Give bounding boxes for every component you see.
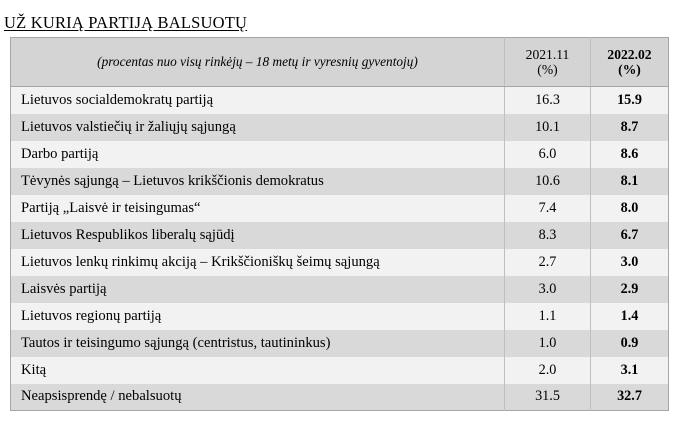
party-name-cell: Kitą <box>10 356 505 384</box>
table-row: Lietuvos socialdemokratų partiją 16.3 15.9 <box>10 86 669 114</box>
value-2022-02-cell: 32.7 <box>590 383 669 411</box>
table-header-row: (procentas nuo visų rinkėjų – 18 metų ir… <box>10 37 669 87</box>
value-2021-11-cell: 10.6 <box>504 167 591 195</box>
value-2021-11-cell: 2.0 <box>504 356 591 384</box>
party-name-cell: Lietuvos Respublikos liberalų sąjūdį <box>10 221 505 249</box>
table-row: Partiją „Laisvė ir teisingumas“ 7.4 8.0 <box>10 194 669 222</box>
value-2022-02-cell: 8.7 <box>590 113 669 141</box>
party-name-cell: Lietuvos lenkų rinkimų akciją – Krikščio… <box>10 248 505 276</box>
table-row: Tautos ir teisingumo sąjungą (centristus… <box>10 329 669 357</box>
value-2022-02-cell: 2.9 <box>590 275 669 303</box>
value-2022-02-cell: 8.1 <box>590 167 669 195</box>
value-2022-02-cell: 8.0 <box>590 194 669 222</box>
value-2022-02-cell: 3.0 <box>590 248 669 276</box>
table-row: Lietuvos Respublikos liberalų sąjūdį 8.3 6… <box>10 221 669 249</box>
table-row: Tėvynės sąjungą – Lietuvos krikščionis d… <box>10 167 669 195</box>
value-2022-02-cell: 6.7 <box>590 221 669 249</box>
value-2021-11-cell: 3.0 <box>504 275 591 303</box>
table-row: Kitą 2.0 3.1 <box>10 356 669 384</box>
value-2021-11-cell: 31.5 <box>504 383 591 411</box>
party-vote-table: (procentas nuo visų rinkėjų – 18 metų ir… <box>10 37 669 411</box>
party-name-cell: Lietuvos socialdemokratų partiją <box>10 86 505 114</box>
party-name-cell: Tėvynės sąjungą – Lietuvos krikščionis d… <box>10 167 505 195</box>
value-2021-11-cell: 8.3 <box>504 221 591 249</box>
value-2021-11-cell: 10.1 <box>504 113 591 141</box>
value-2022-02-cell: 8.6 <box>590 140 669 168</box>
table-row: Lietuvos regionų partiją 1.1 1.4 <box>10 302 669 330</box>
value-2021-11-cell: 1.0 <box>504 329 591 357</box>
value-2022-02-cell: 3.1 <box>590 356 669 384</box>
column-header-party-note: (procentas nuo visų rinkėjų – 18 metų ir… <box>10 37 505 87</box>
table-header: (procentas nuo visų rinkėjų – 18 metų ir… <box>10 37 669 87</box>
party-name-cell: Laisvės partiją <box>10 275 505 303</box>
value-2021-11-cell: 2.7 <box>504 248 591 276</box>
value-2022-02-cell: 15.9 <box>590 86 669 114</box>
party-name-cell: Lietuvos valstiečių ir žaliųjų sąjungą <box>10 113 505 141</box>
page-title: UŽ KURIĄ PARTIJĄ BALSUOTŲ <box>4 13 248 33</box>
column-header-2022-02-date: 2022.02 <box>607 46 652 62</box>
value-2021-11-cell: 16.3 <box>504 86 591 114</box>
column-header-2021-11: 2021.11 (%) <box>504 37 591 87</box>
table-row: Laisvės partiją 3.0 2.9 <box>10 275 669 303</box>
table-row: Lietuvos valstiečių ir žaliųjų sąjungą 10… <box>10 113 669 141</box>
value-2021-11-cell: 1.1 <box>504 302 591 330</box>
value-2021-11-cell: 7.4 <box>504 194 591 222</box>
column-header-2021-11-unit: (%) <box>537 62 558 77</box>
party-name-cell: Neapsisprendę / nebalsuotų <box>10 383 505 411</box>
table-row: Neapsisprendę / nebalsuotų 31.5 32.7 <box>10 383 669 411</box>
table-row: Darbo partiją 6.0 8.6 <box>10 140 669 168</box>
column-header-2022-02-unit: (%) <box>618 62 641 77</box>
column-header-2021-11-date: 2021.11 <box>525 46 570 62</box>
table-row: Lietuvos lenkų rinkimų akciją – Krikščio… <box>10 248 669 276</box>
party-name-cell: Lietuvos regionų partiją <box>10 302 505 330</box>
party-name-cell: Tautos ir teisingumo sąjungą (centristus… <box>10 329 505 357</box>
party-name-cell: Darbo partiją <box>10 140 505 168</box>
value-2022-02-cell: 0.9 <box>590 329 669 357</box>
value-2022-02-cell: 1.4 <box>590 302 669 330</box>
column-header-2022-02: 2022.02 (%) <box>590 37 669 87</box>
value-2021-11-cell: 6.0 <box>504 140 591 168</box>
table-body: Lietuvos socialdemokratų partiją 16.3 15.9… <box>10 86 669 411</box>
party-name-cell: Partiją „Laisvė ir teisingumas“ <box>10 194 505 222</box>
